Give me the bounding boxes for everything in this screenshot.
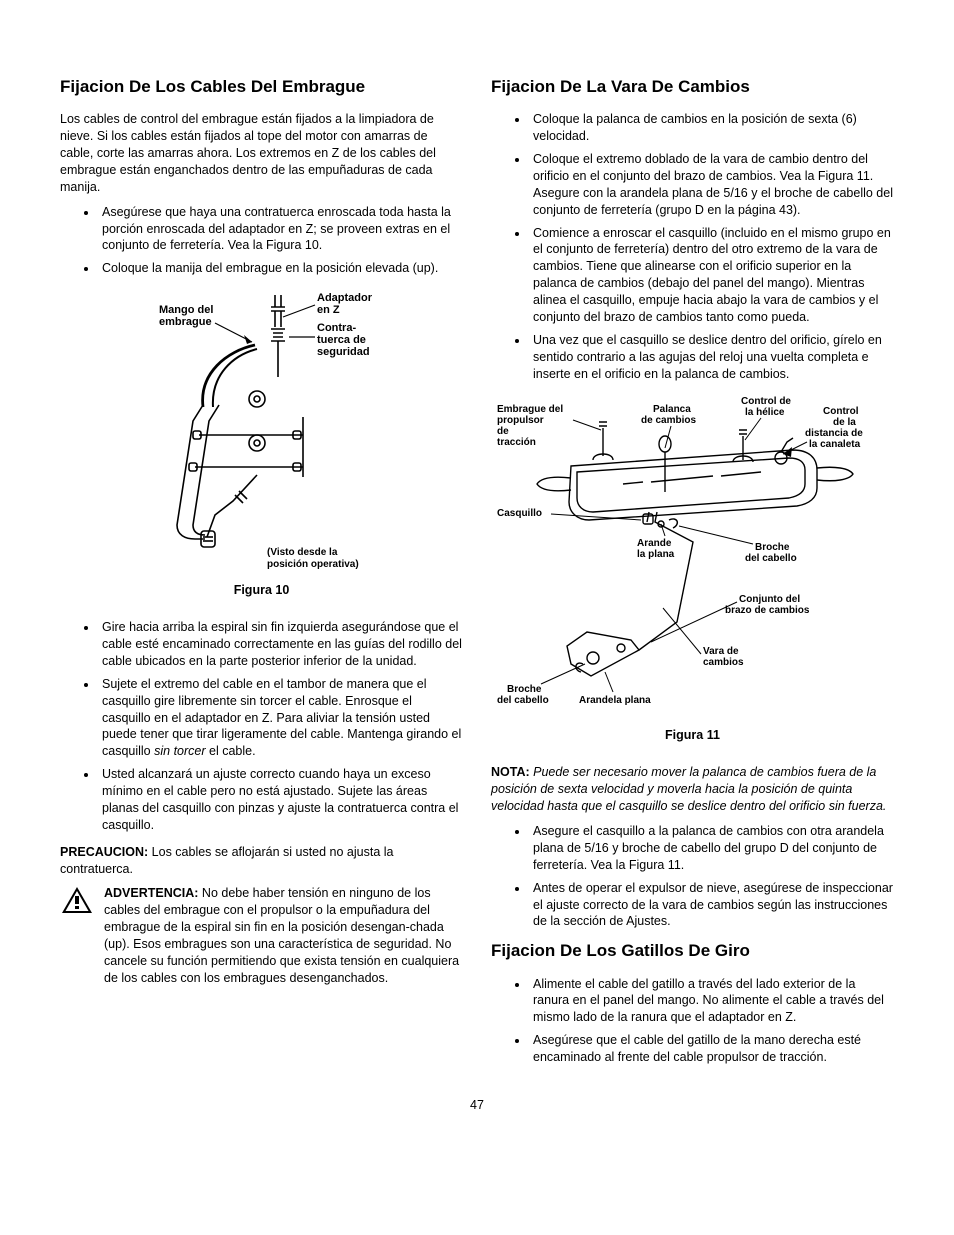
lbl-dist2: de la [833, 417, 856, 428]
figure-11: Embrague del propulsor de tracción Palan… [491, 392, 894, 752]
fig10-drawing [177, 295, 303, 547]
lbl-helice2: la hélice [745, 407, 785, 418]
nota-text: Puede ser necesario mover la palanca de … [491, 765, 886, 813]
page-root: Fijacion De Los Cables Del Embrague Los … [60, 70, 894, 1076]
figure-11-caption: Figura 11 [665, 728, 720, 742]
lbl-palanca1: Palanca [653, 404, 691, 415]
lbl-dist3: distancia de [805, 428, 863, 439]
list-item: Comience a enroscar el casquillo (inclui… [529, 225, 894, 326]
figure-10-caption: Figura 10 [234, 583, 290, 597]
label-visto2: posición operativa) [267, 559, 359, 570]
bullets-top-left: Asegúrese que haya una contratuerca enro… [60, 204, 463, 278]
lbl-dist4: la canaleta [809, 439, 861, 450]
lbl-ar1: Arande [637, 538, 672, 549]
lbl-vara2: cambios [703, 657, 744, 668]
heading-vara-cambios: Fijacion De La Vara De Cambios [491, 76, 894, 97]
lbl-casq: Casquillo [497, 508, 542, 519]
lbl-embprop3: de [497, 426, 509, 437]
label-ct2: tuerca de [317, 334, 366, 346]
lbl-br2: del cabello [745, 553, 797, 564]
lbl-dist1: Control [823, 406, 859, 417]
bullets-mid-left: Gire hacia arriba la espiral sin fin izq… [60, 619, 463, 834]
lbl-br1: Broche [755, 542, 790, 553]
lbl-helice1: Control de [741, 396, 791, 407]
list-item: Alimente el cable del gatillo a través d… [529, 976, 894, 1027]
lbl-palanca2: de cambios [641, 415, 696, 426]
heading-cables-embrague: Fijacion De Los Cables Del Embrague [60, 76, 463, 97]
lbl-conj2: brazo de cambios [725, 605, 810, 616]
figure-11-svg: Embrague del propulsor de tracción Palan… [493, 392, 893, 722]
arrow-dist [783, 447, 792, 457]
fig11-drawing [537, 422, 853, 676]
figure-10: Mango del embrague Adaptador en Z Contra… [60, 287, 463, 607]
label-ct3: seguridad [317, 346, 370, 358]
label-mango2: embrague [159, 316, 212, 328]
label-adapt2: en Z [317, 304, 340, 316]
lbl-embprop2: propulsor [497, 415, 544, 426]
list-item: Usted alcanzará un ajuste correcto cuand… [98, 766, 463, 834]
bullets-mid-right: Asegure el casquillo a la palanca de cam… [491, 823, 894, 930]
lbl-embprop1: Embrague del [497, 404, 563, 415]
leader-adapt [283, 305, 315, 317]
nota-label: NOTA: [491, 765, 530, 779]
label-adapt1: Adaptador [317, 292, 373, 304]
advertencia-label: ADVERTENCIA: [104, 886, 198, 900]
list-item: Una vez que el casquillo se deslice dent… [529, 332, 894, 383]
label-mango: Mango del [159, 304, 213, 316]
label-visto1: (Visto desde la [267, 547, 338, 558]
list-item: Asegúrese que haya una contratuerca enro… [98, 204, 463, 255]
list-item: Antes de operar el expulsor de nieve, as… [529, 880, 894, 931]
arrow-mango [244, 335, 252, 344]
bullets-bot-right: Alimente el cable del gatillo a través d… [491, 976, 894, 1066]
list-item: Sujete el extremo del cable en el tambor… [98, 676, 463, 760]
label-ct1: Contra- [317, 322, 356, 334]
lbl-ar2a: Arandela plana [579, 695, 651, 706]
lbl-ar2: la plana [637, 549, 675, 560]
warning-text: ADVERTENCIA: No debe haber tensión en ni… [104, 885, 463, 986]
heading-gatillos: Fijacion De Los Gatillos De Giro [491, 940, 894, 961]
warning-block: ADVERTENCIA: No debe haber tensión en ni… [60, 885, 463, 986]
page-number: 47 [60, 1098, 894, 1112]
intro-para: Los cables de control del embrague están… [60, 111, 463, 195]
italic-text: sin torcer [154, 744, 205, 758]
warning-icon [60, 885, 94, 920]
figure-10-svg: Mango del embrague Adaptador en Z Contra… [107, 287, 417, 577]
list-item: Asegure el casquillo a la palanca de cam… [529, 823, 894, 874]
list-item: Coloque el extremo doblado de la vara de… [529, 151, 894, 219]
right-column: Fijacion De La Vara De Cambios Coloque l… [491, 70, 894, 1076]
precaucion: PRECAUCION: Los cables se aflojarán si u… [60, 844, 463, 878]
list-item: Coloque la manija del embrague en la pos… [98, 260, 463, 277]
nota: NOTA: Puede ser necesario mover la palan… [491, 764, 894, 815]
lbl-conj1: Conjunto del [739, 594, 800, 605]
bullet-text: el cable. [206, 744, 256, 758]
list-item: Asegúrese que el cable del gatillo de la… [529, 1032, 894, 1066]
lbl-vara1: Vara de [703, 646, 739, 657]
list-item: Gire hacia arriba la espiral sin fin izq… [98, 619, 463, 670]
lbl-embprop4: tracción [497, 437, 536, 448]
advertencia-text: No debe haber tensión en ninguno de los … [104, 886, 459, 984]
precaucion-label: PRECAUCION: [60, 845, 148, 859]
bullets-top-right: Coloque la palanca de cambios en la posi… [491, 111, 894, 382]
lbl-br2b: del cabello [497, 695, 549, 706]
lbl-br2a: Broche [507, 684, 542, 695]
left-column: Fijacion De Los Cables Del Embrague Los … [60, 70, 463, 1076]
list-item: Coloque la palanca de cambios en la posi… [529, 111, 894, 145]
